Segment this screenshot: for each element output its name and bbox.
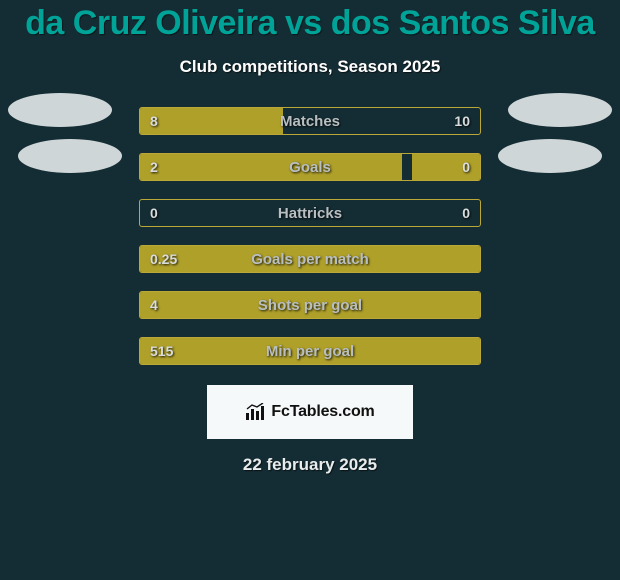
- stat-bar: Matches810: [139, 107, 481, 135]
- stat-bar-fill-right: [412, 154, 480, 180]
- stat-label: Hattricks: [140, 200, 480, 226]
- stat-bar: Goals20: [139, 153, 481, 181]
- stat-row: Goals per match0.25: [0, 245, 620, 273]
- stat-row: Shots per goal4: [0, 291, 620, 319]
- stat-bar-fill-left: [140, 246, 480, 272]
- brand-suffix: .com: [338, 403, 375, 420]
- stat-bar: Goals per match0.25: [139, 245, 481, 273]
- stat-rows: Matches810 Goals20 Hattricks0 0 Goals per ma…: [0, 107, 620, 365]
- page-title: da Cruz Oliveira vs dos Santos Silva: [0, 4, 620, 43]
- stat-bar-fill-left: [140, 338, 480, 364]
- stat-bar-fill-left: [140, 292, 480, 318]
- stat-row: Goals20: [0, 153, 620, 181]
- stat-value-right: 10: [454, 108, 470, 134]
- stat-bar-fill-left: [140, 154, 402, 180]
- comparison-card: da Cruz Oliveira vs dos Santos Silva Clu…: [0, 0, 620, 475]
- stat-row: Hattricks0 0: [0, 199, 620, 227]
- stat-bar: Shots per goal4: [139, 291, 481, 319]
- date-text: 22 february 2025: [0, 455, 620, 475]
- brand-logo-box: FcTables.com: [207, 385, 413, 439]
- brand-prefix: Fc: [271, 403, 289, 420]
- stat-value-left: 0: [150, 200, 158, 226]
- subtitle: Club competitions, Season 2025: [0, 57, 620, 77]
- brand-main: Tables: [290, 403, 338, 420]
- stat-row: Matches810: [0, 107, 620, 135]
- bar-chart-icon: [245, 403, 267, 421]
- stat-value-right: 0: [462, 200, 470, 226]
- stat-bar: Hattricks0 0: [139, 199, 481, 227]
- stat-bar-fill-left: [140, 108, 283, 134]
- brand-text: FcTables.com: [271, 403, 374, 421]
- stat-bar: Min per goal515: [139, 337, 481, 365]
- stat-row: Min per goal515: [0, 337, 620, 365]
